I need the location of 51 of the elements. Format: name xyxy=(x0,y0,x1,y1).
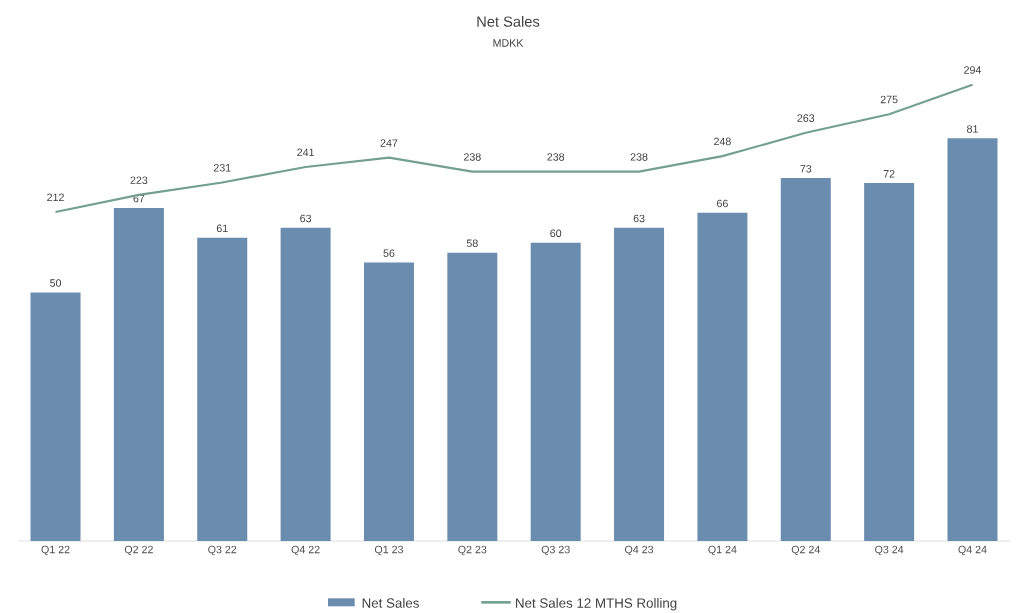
bar xyxy=(197,237,248,541)
x-tick-label: Q4 24 xyxy=(958,545,987,556)
legend-label: Net Sales 12 MTHS Rolling xyxy=(516,597,677,611)
data-label: 56 xyxy=(383,249,395,257)
data-label: 66 xyxy=(717,199,728,208)
bar xyxy=(280,227,331,541)
bar xyxy=(363,262,414,541)
data-label: 50 xyxy=(50,279,62,287)
bar xyxy=(113,207,164,541)
data-label: 241 xyxy=(297,148,314,157)
bar xyxy=(947,138,998,541)
data-label: 247 xyxy=(380,139,398,147)
bar xyxy=(530,242,581,541)
bar xyxy=(697,212,748,541)
x-tick-label: Q2 23 xyxy=(458,545,487,556)
data-label: 63 xyxy=(633,214,645,223)
data-label: 212 xyxy=(47,193,64,202)
data-label: 61 xyxy=(216,224,228,233)
x-tick-label: Q3 23 xyxy=(541,545,570,556)
bar xyxy=(864,183,915,541)
data-label: 263 xyxy=(797,114,815,122)
x-tick-label: Q4 23 xyxy=(625,545,654,556)
data-label: 72 xyxy=(883,169,895,178)
x-tick-label: Q3 24 xyxy=(875,545,904,556)
data-label: 223 xyxy=(130,176,148,184)
data-label: 238 xyxy=(547,153,565,161)
x-tick-label: Q3 22 xyxy=(208,545,237,556)
bar xyxy=(780,178,831,541)
data-label: 238 xyxy=(630,153,648,161)
data-label: 81 xyxy=(967,125,978,133)
x-tick-label: Q1 24 xyxy=(708,545,737,556)
data-label: 60 xyxy=(550,229,562,238)
bar xyxy=(614,227,665,541)
legend-label: Net Sales xyxy=(362,597,419,608)
data-label: 73 xyxy=(800,164,812,173)
data-label: 248 xyxy=(714,137,731,146)
data-label: 294 xyxy=(964,66,982,74)
data-label: 231 xyxy=(213,164,231,172)
bar xyxy=(447,252,498,541)
data-label: 58 xyxy=(466,239,478,248)
x-tick-label: Q1 23 xyxy=(374,545,404,556)
data-label: 63 xyxy=(300,214,312,223)
data-label: 275 xyxy=(880,95,898,104)
x-tick-label: Q2 22 xyxy=(124,545,153,556)
data-label: 238 xyxy=(463,153,481,161)
chart-title: Net Sales xyxy=(477,16,540,27)
bar xyxy=(30,292,81,541)
x-tick-label: Q2 24 xyxy=(791,545,820,556)
x-tick-label: Q4 22 xyxy=(291,545,320,556)
chart-subtitle: MDKK xyxy=(493,39,524,47)
x-tick-label: Q1 22 xyxy=(41,545,70,556)
